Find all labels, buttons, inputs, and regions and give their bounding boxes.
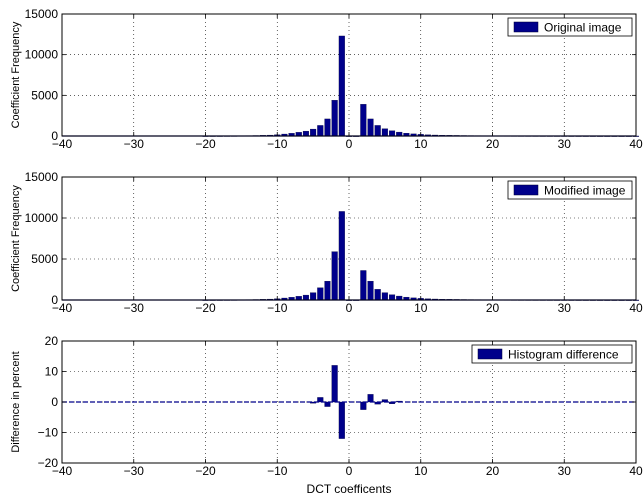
bar (331, 251, 338, 301)
bar (338, 401, 345, 439)
y-tick-label: 10 (45, 365, 59, 379)
legend-box (507, 17, 633, 37)
bar (360, 104, 367, 137)
x-tick-label: −40 (52, 464, 73, 478)
bar (389, 294, 396, 301)
x-tick-label: −10 (267, 137, 288, 151)
bar (360, 401, 367, 410)
x-tick-label: −20 (195, 137, 216, 151)
bar (310, 292, 317, 301)
x-tick-label: −20 (195, 301, 216, 315)
x-tick-label: −30 (124, 301, 145, 315)
x-tick-label: −30 (124, 464, 145, 478)
x-tick-label: 0 (346, 137, 353, 151)
x-tick-label: 0 (346, 464, 353, 478)
bar (317, 287, 324, 301)
y-tick-label: 20 (45, 334, 59, 348)
legend-label: Original image (544, 21, 622, 35)
legend-label: Modified image (544, 184, 626, 198)
x-tick-label: 20 (486, 137, 500, 151)
x-tick-label: 20 (486, 301, 500, 315)
panel-difference: −40 −30 −20 −10 0 10 20 30 40 −20 −10 0 10 20 Differen… (10, 334, 643, 496)
bar (310, 128, 317, 137)
x-tick-label: 30 (558, 137, 572, 151)
bar (367, 118, 374, 137)
y-tick-label: 0 (51, 395, 58, 409)
bar (317, 397, 324, 403)
x-tick-label: 40 (629, 301, 643, 315)
x-tick-label: −40 (52, 301, 73, 315)
bar (374, 289, 381, 301)
bar (331, 365, 338, 403)
y-tick-label: 10000 (25, 48, 59, 62)
y-axis-label: Coefficient Frequency (10, 185, 22, 292)
y-tick-label: 10000 (25, 211, 59, 225)
legend-swatch (477, 348, 503, 360)
bar (360, 270, 367, 301)
y-tick-label: 5000 (31, 88, 58, 102)
bar (310, 401, 317, 404)
x-tick-label: 40 (629, 137, 643, 151)
x-tick-label: 30 (558, 464, 572, 478)
y-tick-label: 5000 (31, 252, 58, 266)
bar (324, 401, 331, 407)
x-tick-label: −10 (267, 464, 288, 478)
x-tick-label: 0 (346, 301, 353, 315)
x-tick-label: 30 (558, 301, 572, 315)
bar (381, 292, 388, 301)
legend-box (471, 344, 633, 364)
bar (317, 125, 324, 137)
bar (367, 394, 374, 403)
bar (374, 125, 381, 137)
bar (302, 130, 309, 137)
legend-label: Histogram difference (508, 348, 619, 362)
bar (338, 211, 345, 301)
y-axis-label: Difference in percent (10, 351, 22, 452)
x-tick-label: 10 (414, 464, 428, 478)
y-tick-label: 15000 (25, 7, 59, 21)
bar (331, 100, 338, 137)
x-tick-label: 10 (414, 301, 428, 315)
legend-swatch (513, 21, 539, 33)
x-tick-label: −10 (267, 301, 288, 315)
panel-modified: −40 −30 −20 −10 0 10 20 30 40 0 5000 10000 15000Coef… (10, 170, 643, 315)
x-tick-label: 20 (486, 464, 500, 478)
bar (338, 35, 345, 137)
y-tick-label: 15000 (25, 170, 59, 184)
y-tick-label: −20 (38, 456, 59, 470)
x-tick-label: 10 (414, 137, 428, 151)
bar (324, 280, 331, 301)
x-tick-label: −20 (195, 464, 216, 478)
panel-original: −40 −30 −20 −10 0 10 20 30 40 0 5000 10000 15000Coef… (10, 7, 643, 151)
bar (324, 118, 331, 137)
y-axis-label: Coefficient Frequency (10, 21, 22, 128)
y-tick-label: 0 (51, 293, 58, 307)
legend-swatch (513, 184, 539, 196)
bar (389, 130, 396, 137)
bar (367, 280, 374, 301)
x-axis-label: DCT coefficents (307, 482, 392, 496)
x-tick-label: −30 (124, 137, 145, 151)
y-tick-label: 0 (51, 129, 58, 143)
x-tick-label: −40 (52, 137, 73, 151)
bar (302, 294, 309, 301)
y-tick-label: −10 (38, 426, 59, 440)
x-tick-label: 40 (629, 464, 643, 478)
legend-box (507, 180, 633, 200)
bar (381, 128, 388, 137)
